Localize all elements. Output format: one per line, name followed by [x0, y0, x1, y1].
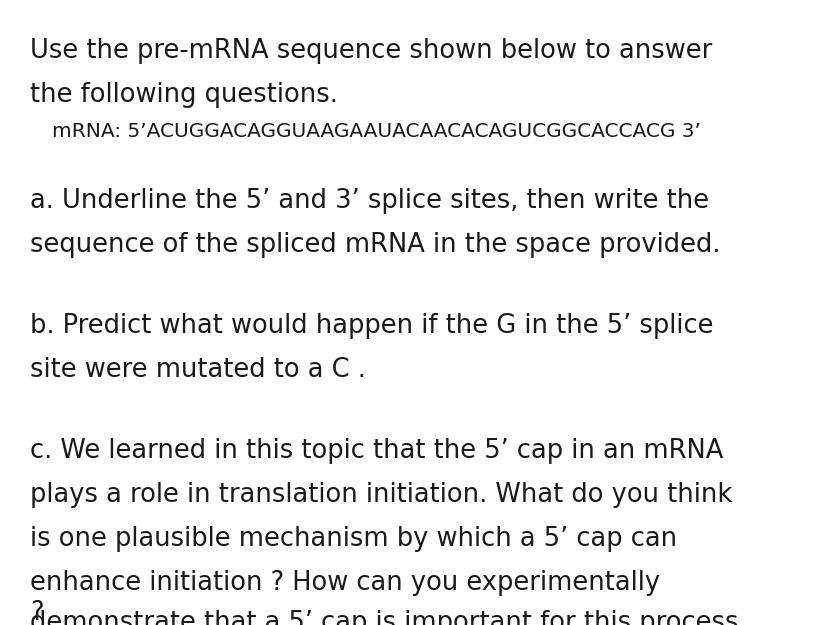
Text: the following questions.: the following questions. [30, 82, 337, 108]
Text: Use the pre-mRNA sequence shown below to answer: Use the pre-mRNA sequence shown below to… [30, 38, 711, 64]
Text: sequence of the spliced mRNA in the space provided.: sequence of the spliced mRNA in the spac… [30, 232, 719, 258]
Text: demonstrate that a 5’ cap is important for this process: demonstrate that a 5’ cap is important f… [30, 610, 738, 625]
Text: b. Predict what would happen if the G in the 5’ splice: b. Predict what would happen if the G in… [30, 313, 713, 339]
Text: site were mutated to a C .: site were mutated to a C . [30, 357, 366, 383]
Text: c. We learned in this topic that the 5’ cap in an mRNA: c. We learned in this topic that the 5’ … [30, 438, 723, 464]
Text: plays a role in translation initiation. What do you think: plays a role in translation initiation. … [30, 482, 732, 508]
Text: is one plausible mechanism by which a 5’ cap can: is one plausible mechanism by which a 5’… [30, 526, 676, 552]
Text: enhance initiation ? How can you experimentally: enhance initiation ? How can you experim… [30, 570, 659, 596]
Text: ?: ? [30, 600, 44, 625]
Text: a. Underline the 5’ and 3’ splice sites, then write the: a. Underline the 5’ and 3’ splice sites,… [30, 188, 708, 214]
Text: mRNA: 5’ACUGGACAGGUAAGAAUACAACACAGUCGGCACCACG 3’: mRNA: 5’ACUGGACAGGUAAGAAUACAACACAGUCGGCA… [52, 122, 700, 141]
